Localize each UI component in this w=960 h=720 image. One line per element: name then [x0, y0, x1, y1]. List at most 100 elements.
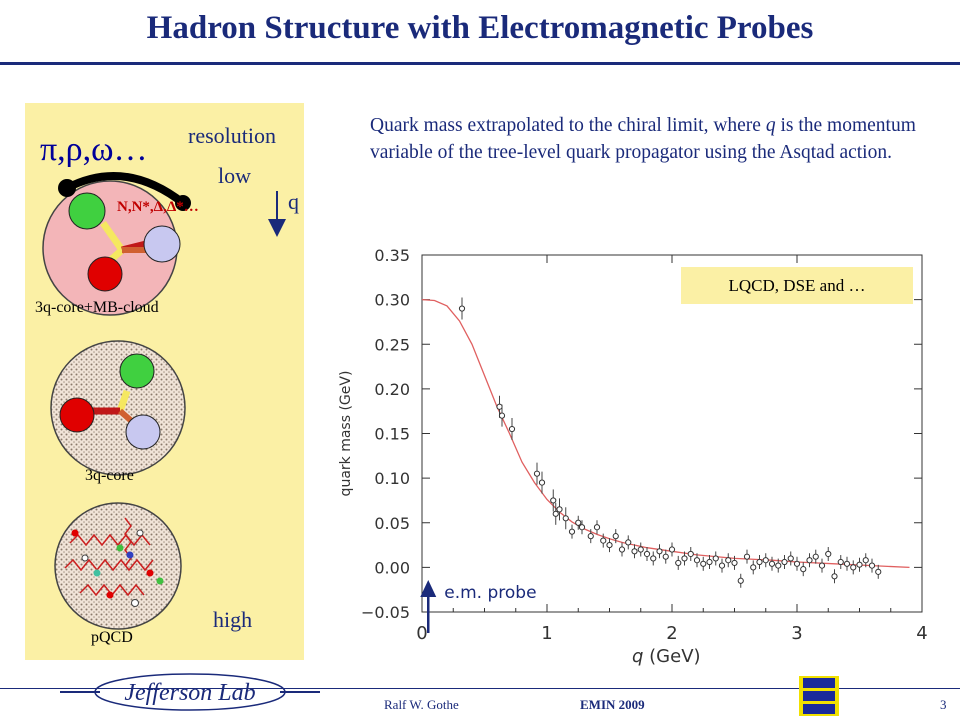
data-point	[700, 560, 707, 567]
data-point	[725, 557, 732, 564]
model-3q-core	[50, 340, 186, 476]
quark-mass-chart: 0 1 2 3 4 −0.05 0.00 0.05 0.10 0.15 0.20 0.25 0.30 0.…	[330, 235, 950, 675]
y-tick-label: 0.25	[374, 335, 410, 354]
description-text: Quark mass extrapolated to the chiral li…	[370, 115, 766, 136]
y-tick-label: 0.20	[374, 380, 410, 399]
chart-description: Quark mass extrapolated to the chiral li…	[370, 112, 930, 166]
description-text-rest: is the momentum variable of the tree-lev…	[370, 115, 916, 163]
logo-text: Jefferson Lab	[124, 680, 255, 706]
data-point	[743, 553, 751, 560]
data-point	[825, 550, 832, 558]
x-axis-label: q (GeV)	[632, 646, 701, 667]
model-pqcd	[54, 502, 182, 630]
data-point	[756, 558, 763, 566]
data-point	[737, 577, 744, 584]
y-axis-label: quark mass (GeV)	[338, 371, 354, 497]
data-point	[781, 558, 788, 566]
data-point	[538, 479, 546, 486]
model1-caption: 3q-core+MB-cloud	[35, 299, 159, 316]
data-point	[625, 539, 632, 546]
data-point	[837, 558, 844, 566]
footer-author: Ralf W. Gothe	[384, 697, 459, 712]
data-point	[868, 562, 876, 569]
data-point	[631, 548, 638, 555]
y-tick-label: 0.30	[374, 291, 410, 310]
baryons-label: N,N*,Δ,Δ*…	[117, 199, 199, 215]
footer-event: EMIN 2009	[580, 697, 645, 712]
resolution-label: resolution	[188, 123, 276, 148]
hadron-model-panel: π,ρ,ω… resolution low q high	[25, 103, 304, 660]
data-point	[668, 546, 676, 553]
data-point	[662, 553, 669, 560]
y-tick-label: −0.05	[361, 603, 410, 622]
data-point	[812, 553, 819, 560]
data-point	[818, 562, 826, 569]
data-point	[496, 403, 503, 410]
data-point	[562, 515, 569, 522]
high-label: high	[213, 607, 253, 632]
method-label-box: LQCD, DSE and …	[681, 267, 913, 304]
y-tick-label: 0.00	[374, 558, 410, 577]
data-point	[575, 519, 582, 526]
x-tick-label: 4	[916, 623, 927, 644]
data-point	[508, 425, 516, 433]
data-point	[637, 546, 644, 553]
data-point	[643, 550, 651, 558]
data-point	[606, 541, 613, 549]
model-3q-core-mb-cloud	[42, 172, 191, 316]
x-tick-label: 0	[416, 623, 427, 644]
footer-divider	[0, 688, 960, 689]
data-point	[593, 524, 601, 531]
data-point	[843, 560, 851, 567]
x-tick-label: 3	[791, 623, 802, 644]
data-point	[875, 568, 882, 575]
data-point	[458, 305, 466, 312]
quark-mass-plot: 0 1 2 3 4 −0.05 0.00 0.05 0.10 0.15 0.20 0.25 0.30 0.…	[338, 246, 928, 667]
data-point	[650, 555, 657, 562]
institution-logo-icon	[799, 676, 839, 716]
data-point	[762, 557, 769, 564]
title-divider	[0, 62, 960, 65]
data-point	[568, 528, 576, 535]
data-point	[693, 557, 701, 564]
model3-caption: pQCD	[91, 629, 133, 646]
data-point	[706, 558, 713, 566]
data-point	[550, 497, 557, 504]
y-tick-label: 0.10	[374, 469, 410, 488]
fit-curve	[421, 298, 910, 569]
page-number: 3	[940, 697, 947, 712]
em-probe-label: e.m. probe	[444, 583, 536, 603]
data-point	[556, 506, 563, 513]
data-point	[600, 537, 607, 544]
x-tick-label: 1	[541, 623, 552, 644]
data-point	[552, 510, 559, 517]
data-point	[793, 560, 801, 567]
slide-title: Hadron Structure with Electromagnetic Pr…	[146, 10, 814, 46]
low-label: low	[218, 163, 251, 188]
data-point	[800, 566, 807, 573]
x-tick-label: 2	[666, 623, 677, 644]
data-point	[750, 564, 757, 571]
data-point	[850, 564, 857, 571]
data-point	[831, 573, 838, 580]
data-point	[498, 412, 506, 419]
data-point	[687, 550, 694, 558]
data-point	[768, 560, 776, 567]
data-point	[806, 557, 813, 564]
y-tick-label: 0.15	[374, 425, 410, 444]
hadron-models-illustration	[42, 172, 286, 630]
data-point	[612, 533, 619, 540]
data-point	[718, 562, 726, 569]
data-point	[775, 562, 782, 569]
data-point	[731, 559, 738, 567]
data-point	[856, 561, 863, 568]
description-variable: q	[765, 115, 776, 136]
data-point	[681, 555, 688, 562]
data-point	[787, 555, 794, 562]
y-tick-label: 0.35	[374, 246, 410, 265]
mesons-label: π,ρ,ω…	[40, 131, 148, 168]
y-tick-label: 0.05	[374, 514, 410, 533]
data-point	[533, 470, 541, 477]
data-point	[675, 559, 682, 567]
data-point	[712, 555, 719, 562]
